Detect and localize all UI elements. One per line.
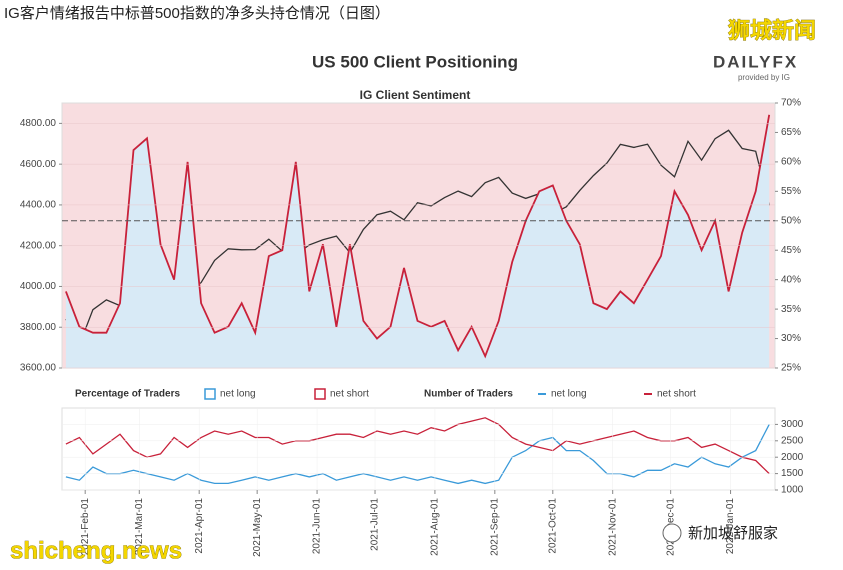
line: [65, 114, 771, 359]
x-tick-label: 2022-Jan-01: [725, 498, 736, 555]
article-caption: IG客户情绪报告中标普500指数的净多头持仓情况（日图）: [4, 5, 390, 22]
watermark: shicheng.news: [10, 537, 182, 564]
x-tick-label: 2021-Nov-01: [607, 498, 618, 556]
x-tick-label: 2021-Apr-01: [194, 498, 205, 554]
legend-label: net short: [330, 389, 369, 400]
y-tick-label: 4400.00: [20, 200, 57, 211]
legend-label: net short: [657, 389, 696, 400]
x-tick-label: 2021-Aug-01: [430, 498, 441, 556]
y2-tick-label: 55%: [781, 186, 801, 197]
y-tick-label: 3600.00: [20, 363, 57, 374]
x-tick-label: 2021-Jul-01: [370, 498, 381, 551]
y-tick-label: 4600.00: [20, 159, 57, 170]
chart-subtitle: IG Client Sentiment: [360, 88, 471, 102]
watermark: 新加坡舒服家: [688, 525, 778, 542]
line: [65, 424, 770, 485]
y2-tick-label: 25%: [781, 363, 801, 374]
legend-title: Percentage of Traders: [75, 389, 180, 400]
y2-tick-label: 40%: [781, 274, 801, 285]
y2-tick-label: 45%: [781, 245, 801, 256]
y2-tick-label: 1500: [781, 468, 804, 479]
y2-tick-label: 30%: [781, 333, 801, 344]
y-tick-label: 4800.00: [20, 118, 57, 129]
x-tick-label: 2021-Oct-01: [547, 498, 558, 554]
y2-tick-label: 50%: [781, 215, 801, 226]
y2-tick-label: 3000: [781, 419, 804, 430]
y-tick-label: 4200.00: [20, 240, 57, 251]
y2-tick-label: 1000: [781, 485, 804, 496]
watermark: 狮城新闻: [728, 18, 816, 43]
legend-label: net long: [220, 389, 256, 400]
x-tick-label: 2021-Mar-01: [134, 498, 145, 556]
brand-sub: provided by IG: [738, 73, 790, 82]
x-tick-label: 2021-Feb-01: [80, 498, 91, 556]
y-tick-label: 3800.00: [20, 322, 57, 333]
y2-tick-label: 2500: [781, 435, 804, 446]
x-tick-label: 2021-May-01: [252, 498, 263, 557]
line: [65, 417, 770, 475]
legend-swatch: [314, 388, 326, 400]
plot-background: [61, 407, 776, 491]
y2-tick-label: 65%: [781, 127, 801, 138]
chart-title: US 500 Client Positioning: [312, 52, 518, 71]
legend-swatch: [204, 388, 216, 400]
legend-title: Number of Traders: [424, 389, 513, 400]
x-tick-label: 2021-Jun-01: [312, 498, 323, 555]
y2-tick-label: 60%: [781, 157, 801, 168]
x-tick-label: 2021-Sep-01: [489, 498, 500, 556]
y2-tick-label: 70%: [781, 98, 801, 109]
legend-label: net long: [551, 389, 587, 400]
brand-logo: DAILYFX: [713, 52, 798, 71]
y-tick-label: 4000.00: [20, 281, 57, 292]
y2-tick-label: 2000: [781, 452, 804, 463]
plot-layer: 3600.00 3800.00 4000.00 4200.00 4400.00 4600.…: [20, 98, 804, 557]
y2-tick-label: 35%: [781, 304, 801, 315]
wechat-icon: [662, 523, 682, 543]
